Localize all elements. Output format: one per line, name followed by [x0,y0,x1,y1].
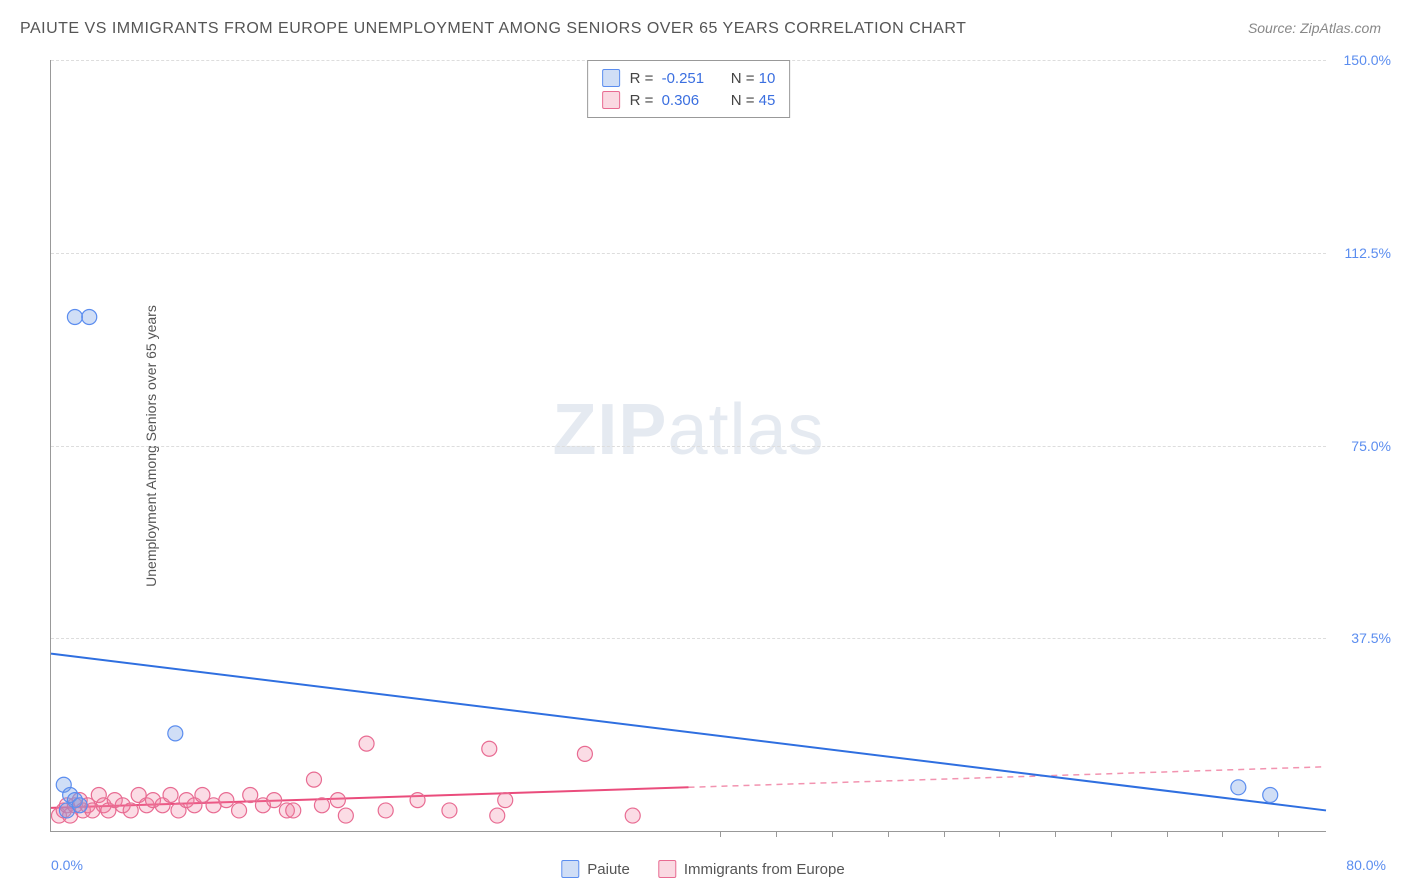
xtick-min: 0.0% [51,857,83,873]
source-label: Source: ZipAtlas.com [1248,20,1381,36]
ytick-label: 37.5% [1351,630,1391,646]
r-label: R = [630,92,654,109]
r-value: 0.306 [662,92,717,109]
legend-series: Paiute Immigrants from Europe [561,860,844,878]
chart-title: PAIUTE VS IMMIGRANTS FROM EUROPE UNEMPLO… [20,20,966,38]
legend-row: R = -0.251 N = 10 [602,67,776,89]
chart-svg [51,60,1326,831]
ytick-label: 75.0% [1351,438,1391,454]
swatch-blue-icon [561,860,579,878]
plot-area: ZIPatlas R = -0.251 N = 10 R = 0.306 N =… [50,60,1326,832]
n-value: 10 [759,70,776,87]
n-label: N = [731,70,755,87]
swatch-pink-icon [658,860,676,878]
legend-row: R = 0.306 N = 45 [602,89,776,111]
r-value: -0.251 [662,70,717,87]
ytick-label: 112.5% [1345,245,1391,261]
ytick-label: 150.0% [1344,52,1391,68]
n-value: 45 [759,92,776,109]
legend-item: Paiute [561,860,630,878]
legend-label: Immigrants from Europe [684,861,845,878]
swatch-pink-icon [602,91,620,109]
xtick-max: 80.0% [1346,857,1386,873]
r-label: R = [630,70,654,87]
legend-item: Immigrants from Europe [658,860,845,878]
n-label: N = [731,92,755,109]
legend-label: Paiute [587,861,630,878]
swatch-blue-icon [602,69,620,87]
legend-correlation: R = -0.251 N = 10 R = 0.306 N = 45 [587,60,791,118]
